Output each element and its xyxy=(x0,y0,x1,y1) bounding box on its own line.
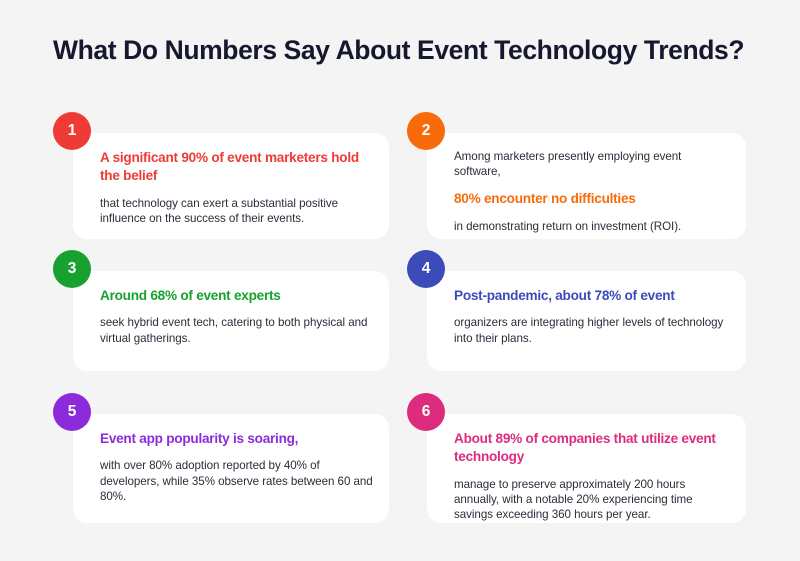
stat-card-4-number-badge: 4 xyxy=(407,250,445,288)
stat-card-4-content: Post-pandemic, about 78% of event organi… xyxy=(454,287,730,346)
stat-card-3-panel: Around 68% of event experts seek hybrid … xyxy=(73,271,389,371)
stat-card-5-panel: Event app popularity is soaring, with ov… xyxy=(73,414,389,523)
stat-card-5: 5 Event app popularity is soaring, with … xyxy=(53,393,389,523)
stat-card-5-highlight: Event app popularity is soaring, xyxy=(100,431,299,446)
stat-card-2: 2 Among marketers presently employing ev… xyxy=(407,112,746,239)
page-title: What Do Numbers Say About Event Technolo… xyxy=(53,35,745,65)
stat-card-1-content: A significant 90% of event marketers hol… xyxy=(100,149,373,226)
stat-card-2-panel: Among marketers presently employing even… xyxy=(427,133,746,239)
stat-card-3-highlight: Around 68% of event experts xyxy=(100,288,281,303)
stat-card-1: 1 A significant 90% of event marketers h… xyxy=(53,112,389,239)
stat-card-1-highlight: A significant 90% of event marketers hol… xyxy=(100,150,359,184)
stat-card-5-number-badge: 5 xyxy=(53,393,91,431)
stat-card-2-content: Among marketers presently employing even… xyxy=(454,149,730,234)
stat-card-6: 6 About 89% of companies that utilize ev… xyxy=(407,393,746,523)
stat-card-1-body: that technology can exert a substantial … xyxy=(100,196,338,226)
stat-card-2-body-tail: in demonstrating return on investment (R… xyxy=(454,219,682,233)
stat-card-6-body: manage to preserve approximately 200 hou… xyxy=(454,477,693,522)
stat-card-3-body: seek hybrid event tech, catering to both… xyxy=(100,316,368,345)
stat-card-2-number-badge: 2 xyxy=(407,112,445,150)
stat-card-1-panel: A significant 90% of event marketers hol… xyxy=(73,133,389,239)
stat-card-4-panel: Post-pandemic, about 78% of event organi… xyxy=(427,271,746,371)
stat-card-6-number-badge: 6 xyxy=(407,393,445,431)
stat-card-2-body-lead-in: Among marketers presently employing even… xyxy=(454,150,682,179)
stat-card-3: 3 Around 68% of event experts seek hybri… xyxy=(53,250,389,371)
stat-card-5-content: Event app popularity is soaring, with ov… xyxy=(100,430,373,504)
stat-card-6-content: About 89% of companies that utilize even… xyxy=(454,430,730,522)
stat-card-1-number-badge: 1 xyxy=(53,112,91,150)
stat-card-4-body: organizers are integrating higher levels… xyxy=(454,316,724,345)
stat-card-4-highlight: Post-pandemic, about 78% of event xyxy=(454,288,675,303)
stat-card-3-number-badge: 3 xyxy=(53,250,91,288)
stat-card-3-content: Around 68% of event experts seek hybrid … xyxy=(100,287,373,346)
stat-card-2-highlight: 80% encounter no difficulties xyxy=(454,191,636,207)
stat-card-6-highlight: About 89% of companies that utilize even… xyxy=(454,431,716,465)
stat-card-5-body: with over 80% adoption reported by 40% o… xyxy=(100,459,373,503)
stat-card-4: 4 Post-pandemic, about 78% of event orga… xyxy=(407,250,746,371)
stat-card-6-panel: About 89% of companies that utilize even… xyxy=(427,414,746,523)
